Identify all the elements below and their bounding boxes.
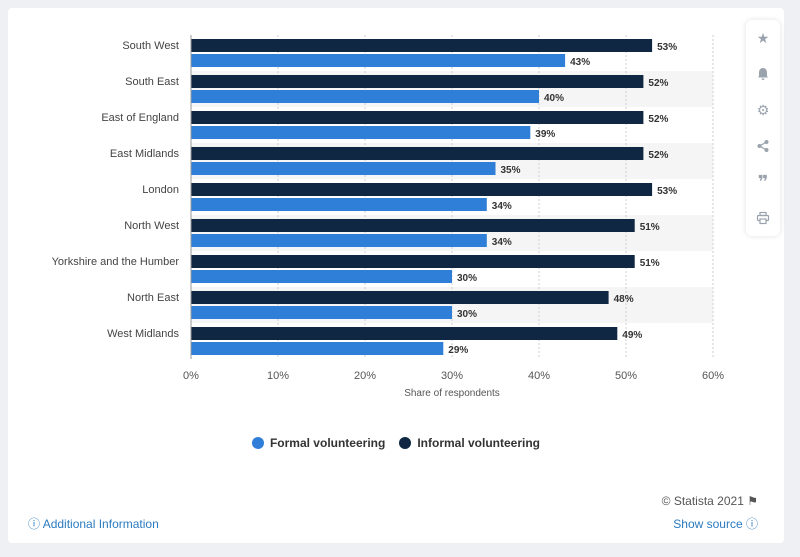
- data-label: 40%: [544, 93, 564, 104]
- category-label: South West: [122, 40, 179, 52]
- share-icon: [757, 140, 769, 152]
- legend-item-formal[interactable]: Formal volunteering: [251, 436, 386, 450]
- bar: [191, 147, 644, 160]
- bar: [191, 291, 609, 304]
- data-label: 43%: [570, 57, 590, 68]
- settings-button[interactable]: ⚙: [746, 92, 780, 128]
- x-tick-label: 10%: [267, 370, 289, 382]
- cite-button[interactable]: ❞: [746, 164, 780, 200]
- bar: [191, 234, 487, 247]
- data-label: 34%: [492, 237, 512, 248]
- gear-icon: ⚙: [756, 101, 770, 118]
- show-source-link[interactable]: Show source ⓘ: [673, 515, 758, 532]
- data-label: 39%: [535, 129, 555, 140]
- bar: [191, 327, 618, 340]
- data-label: 30%: [457, 309, 477, 320]
- data-label: 52%: [648, 150, 668, 161]
- x-tick-label: 20%: [354, 370, 376, 382]
- bar: [191, 198, 487, 211]
- category-label: North East: [127, 292, 179, 304]
- legend-label-informal: Informal volunteering: [417, 436, 541, 450]
- bar-chart: 0% 10% 20% 30% 40% 50% 60% Share of respondents…: [52, 35, 724, 399]
- flag-icon: ⚑: [747, 494, 758, 508]
- legend: Formal volunteering Informal volunteerin…: [8, 436, 784, 450]
- data-label: 51%: [640, 258, 660, 269]
- data-label: 49%: [622, 330, 642, 341]
- category-label: London: [142, 184, 179, 196]
- bar: [191, 54, 566, 67]
- category-label: West Midlands: [107, 328, 179, 340]
- star-icon: ★: [756, 29, 770, 46]
- data-label: 35%: [501, 165, 521, 176]
- bar: [191, 255, 635, 268]
- bar: [191, 342, 444, 355]
- chart-card: 0% 10% 20% 30% 40% 50% 60% Share of respondents…: [8, 8, 784, 543]
- copyright-text: © Statista 2021: [661, 494, 744, 508]
- x-tick-label: 0%: [183, 370, 199, 382]
- bar: [191, 162, 496, 175]
- x-tick-label: 40%: [528, 370, 550, 382]
- bar: [191, 306, 452, 319]
- x-tick-label: 50%: [615, 370, 637, 382]
- data-label: 48%: [614, 294, 634, 305]
- data-label: 51%: [640, 222, 660, 233]
- data-label: 29%: [448, 345, 468, 356]
- category-label: Yorkshire and the Humber: [52, 256, 180, 268]
- legend-swatch-formal: [251, 437, 264, 449]
- bar: [191, 75, 644, 88]
- legend-swatch-informal: [399, 437, 412, 449]
- bell-icon: [758, 68, 768, 80]
- bar: [191, 219, 635, 232]
- legend-label-formal: Formal volunteering: [269, 436, 386, 450]
- data-label: 34%: [492, 201, 512, 212]
- side-toolbar: ★ ⚙ ❞: [746, 20, 780, 236]
- data-label: 53%: [657, 42, 677, 53]
- info-icon: ⓘ: [745, 517, 758, 531]
- favorite-button[interactable]: ★: [746, 20, 780, 56]
- legend-item-informal[interactable]: Informal volunteering: [399, 436, 540, 450]
- bar: [191, 270, 452, 283]
- info-icon: ⓘ: [28, 517, 41, 531]
- bar: [191, 39, 653, 52]
- bar: [191, 183, 653, 196]
- bar: [191, 126, 531, 139]
- data-label: 53%: [657, 186, 677, 197]
- quote-icon: ❞: [757, 171, 769, 192]
- category-label: North West: [124, 220, 179, 232]
- bar: [191, 90, 539, 103]
- data-label: 30%: [457, 273, 477, 284]
- category-label: East Midlands: [110, 148, 180, 160]
- x-axis-title: Share of respondents: [404, 388, 500, 399]
- category-label: East of England: [101, 112, 179, 124]
- data-label: 52%: [648, 114, 668, 125]
- print-icon: [756, 211, 770, 225]
- copyright[interactable]: © Statista 2021 ⚑: [662, 494, 758, 508]
- additional-information-label: Additional Information: [42, 517, 159, 531]
- category-label: South East: [125, 76, 179, 88]
- share-button[interactable]: [746, 128, 780, 164]
- additional-information-link[interactable]: ⓘ Additional Information: [28, 515, 159, 532]
- data-label: 52%: [648, 78, 668, 89]
- show-source-label: Show source: [673, 517, 743, 531]
- x-tick-label: 60%: [702, 370, 724, 382]
- x-tick-label: 30%: [441, 370, 463, 382]
- print-button[interactable]: [746, 200, 780, 236]
- notification-button[interactable]: [746, 56, 780, 92]
- bar: [191, 111, 644, 124]
